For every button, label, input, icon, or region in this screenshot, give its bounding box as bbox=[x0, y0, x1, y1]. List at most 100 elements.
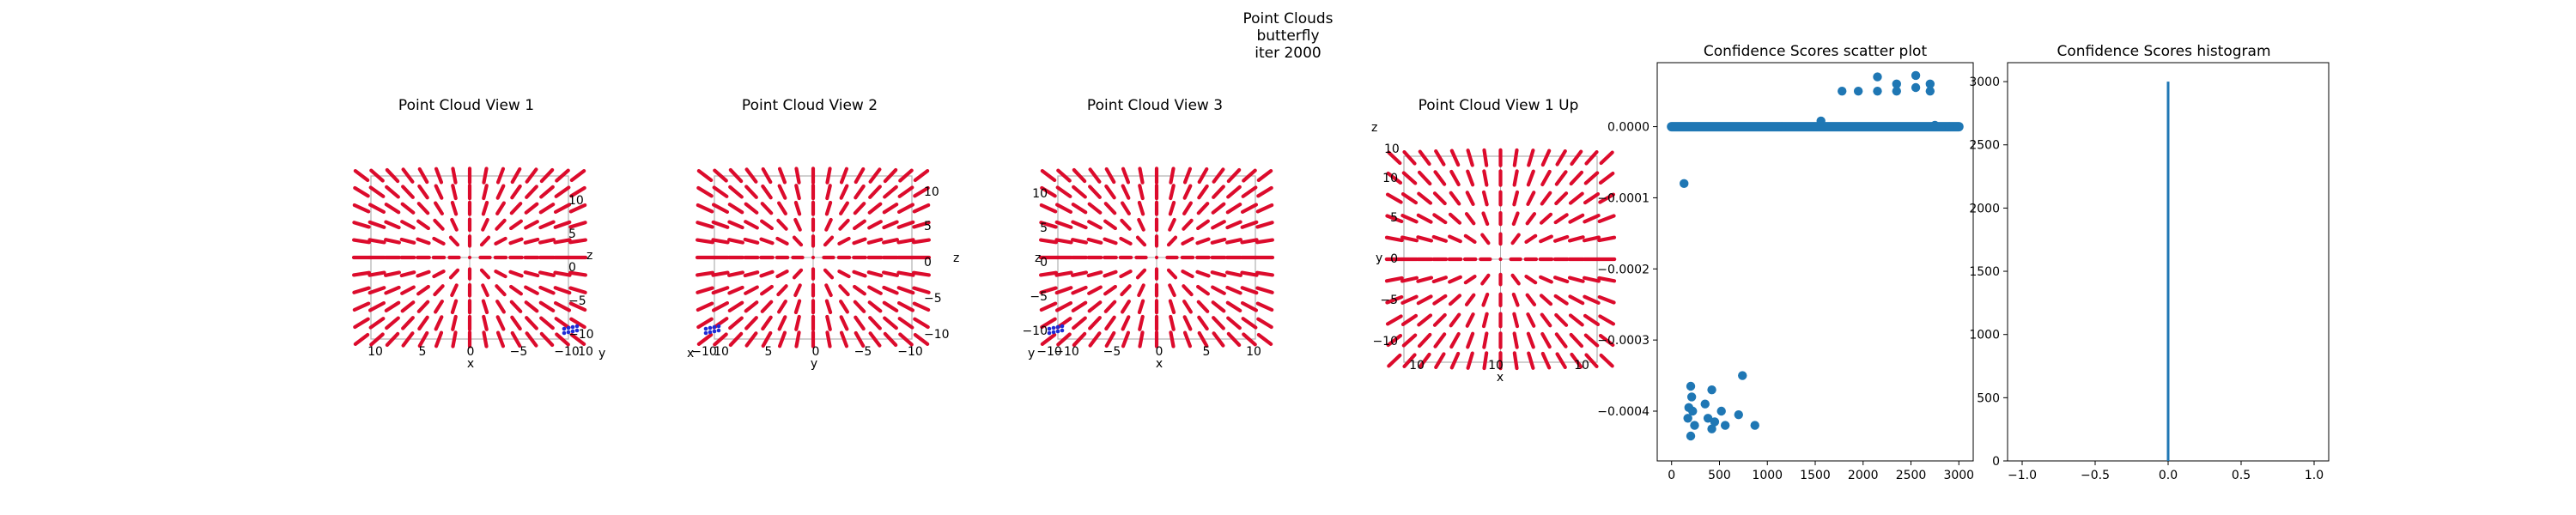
point-cloud-mark bbox=[696, 221, 714, 229]
point-cloud-mark bbox=[760, 202, 774, 215]
scatter-point bbox=[1925, 79, 1935, 89]
axis-ticks: 10 5 0 −5 −10 10 10 5 0 −5 −10 x y z bbox=[368, 194, 605, 371]
point-cloud-mark bbox=[1138, 184, 1145, 201]
point-cloud-mark bbox=[495, 218, 507, 231]
point-cloud-mark bbox=[568, 301, 587, 312]
point-cloud-mark bbox=[1539, 275, 1553, 284]
point-cloud-mark bbox=[837, 270, 851, 279]
point-cloud-mark bbox=[433, 284, 445, 297]
side-axis-label: y bbox=[598, 347, 605, 360]
point-cloud-mark bbox=[868, 316, 882, 330]
point-cloud-mark bbox=[1196, 284, 1210, 296]
point-cloud-mark bbox=[1103, 300, 1117, 313]
axis-ticks: −10 10 5 0 −5 −10 10 5 0 −5 −10 y x z bbox=[687, 185, 959, 371]
point-cloud-mark bbox=[1512, 169, 1519, 187]
point-cloud-mark bbox=[524, 202, 539, 215]
highlight-point bbox=[566, 330, 571, 335]
point-cloud-mark bbox=[896, 270, 915, 277]
side-tick: 5 bbox=[1390, 211, 1398, 225]
scatter-point bbox=[1892, 79, 1901, 89]
scatter-point bbox=[1777, 122, 1787, 131]
scatter-point bbox=[1707, 385, 1716, 395]
point-cloud-mark bbox=[777, 184, 787, 200]
point-cloud-mark bbox=[1055, 317, 1072, 330]
point-cloud-mark bbox=[777, 201, 787, 215]
scatter-point bbox=[1944, 122, 1954, 131]
point-cloud-mark bbox=[1568, 213, 1585, 224]
panel-title: Point Cloud View 1 bbox=[398, 97, 534, 114]
point-cloud-mark bbox=[1540, 331, 1552, 349]
point-cloud-mark bbox=[509, 284, 523, 296]
x-tick-label: 0.5 bbox=[2232, 469, 2251, 482]
point-cloud-mark bbox=[1137, 200, 1145, 216]
right-tick: 0 bbox=[1040, 256, 1048, 270]
point-cloud-mark bbox=[523, 237, 540, 245]
y-tick-label: 2500 bbox=[1969, 139, 2000, 153]
point-cloud-mark bbox=[759, 270, 775, 278]
point-cloud-mark bbox=[1121, 330, 1131, 348]
right-tick: 10 bbox=[1032, 187, 1048, 201]
point-cloud-mark bbox=[479, 235, 491, 247]
point-cloud-mark bbox=[1526, 169, 1535, 187]
point-cloud-mark bbox=[1226, 185, 1242, 199]
point-cloud-mark bbox=[353, 169, 370, 183]
point-cloud-mark bbox=[760, 219, 774, 231]
right-axis-label: z bbox=[586, 249, 592, 263]
point-cloud-mark bbox=[1135, 268, 1147, 280]
point-cloud-mark bbox=[1211, 300, 1226, 313]
point-cloud-mark bbox=[896, 238, 915, 245]
y-tick-label: 3000 bbox=[1969, 76, 2000, 89]
point-cloud-mark bbox=[434, 167, 444, 185]
point-cloud-mark bbox=[696, 286, 714, 294]
point-cloud-mark bbox=[569, 169, 586, 183]
point-cloud-mark bbox=[1385, 214, 1404, 224]
highlight-point bbox=[1051, 325, 1056, 330]
point-cloud-mark bbox=[1086, 270, 1103, 278]
point-cloud-mark bbox=[854, 167, 866, 185]
point-cloud-mark bbox=[727, 270, 744, 277]
point-cloud-mark bbox=[760, 284, 774, 296]
point-cloud-mark bbox=[400, 220, 416, 230]
point-cloud-mark bbox=[509, 300, 523, 313]
scatter-point bbox=[1873, 72, 1882, 82]
point-cloud-mark bbox=[882, 203, 899, 215]
point-cloud-mark bbox=[1433, 170, 1447, 186]
point-cloud-mark bbox=[1182, 330, 1193, 348]
bottom-tick: 0 bbox=[812, 345, 820, 359]
point-cloud-mark bbox=[839, 330, 849, 348]
point-cloud-mark bbox=[1463, 233, 1477, 245]
point-cloud-mark bbox=[839, 201, 849, 215]
point-cloud-mark bbox=[434, 184, 444, 200]
point-cloud-mark bbox=[400, 300, 416, 313]
x-axis-label: y bbox=[811, 357, 817, 371]
right-axis-label: z bbox=[1371, 121, 1377, 135]
point-cloud-mark bbox=[1449, 331, 1461, 349]
highlight-point bbox=[574, 324, 580, 329]
point-cloud-mark bbox=[1567, 276, 1585, 283]
point-cloud-mark bbox=[1211, 202, 1226, 215]
point-cloud-mark bbox=[1481, 211, 1490, 227]
axis-ticks: −10 −10 −5 0 5 10 10 5 0 −5 −10 x y z bbox=[1022, 187, 1261, 371]
point-cloud-mark bbox=[761, 315, 773, 331]
bottom-tick: 0 bbox=[1156, 345, 1163, 359]
highlight-point bbox=[716, 324, 721, 329]
point-cloud-mark bbox=[1169, 330, 1176, 348]
point-cloud-mark bbox=[728, 167, 744, 184]
side-axis-label: y bbox=[1028, 347, 1035, 360]
point-cloud-mark bbox=[1554, 332, 1568, 348]
right-tick: −10 bbox=[1022, 324, 1048, 338]
scatter-point bbox=[1690, 421, 1699, 430]
point-cloud-mark bbox=[913, 332, 930, 346]
point-cloud-mark bbox=[1416, 213, 1433, 224]
point-cloud-mark bbox=[1449, 312, 1461, 328]
point-cloud-mark bbox=[794, 330, 801, 348]
point-cloud-mark bbox=[1242, 332, 1257, 347]
right-tick: 0 bbox=[924, 256, 932, 270]
highlight-point bbox=[574, 328, 580, 333]
point-cloud-mark bbox=[1385, 192, 1403, 204]
point-cloud-mark bbox=[401, 167, 415, 184]
scatter-point bbox=[1930, 120, 1940, 130]
right-tick: −5 bbox=[568, 294, 586, 308]
point-cloud-mark bbox=[1583, 171, 1600, 185]
point-cloud-mark bbox=[1512, 312, 1520, 329]
